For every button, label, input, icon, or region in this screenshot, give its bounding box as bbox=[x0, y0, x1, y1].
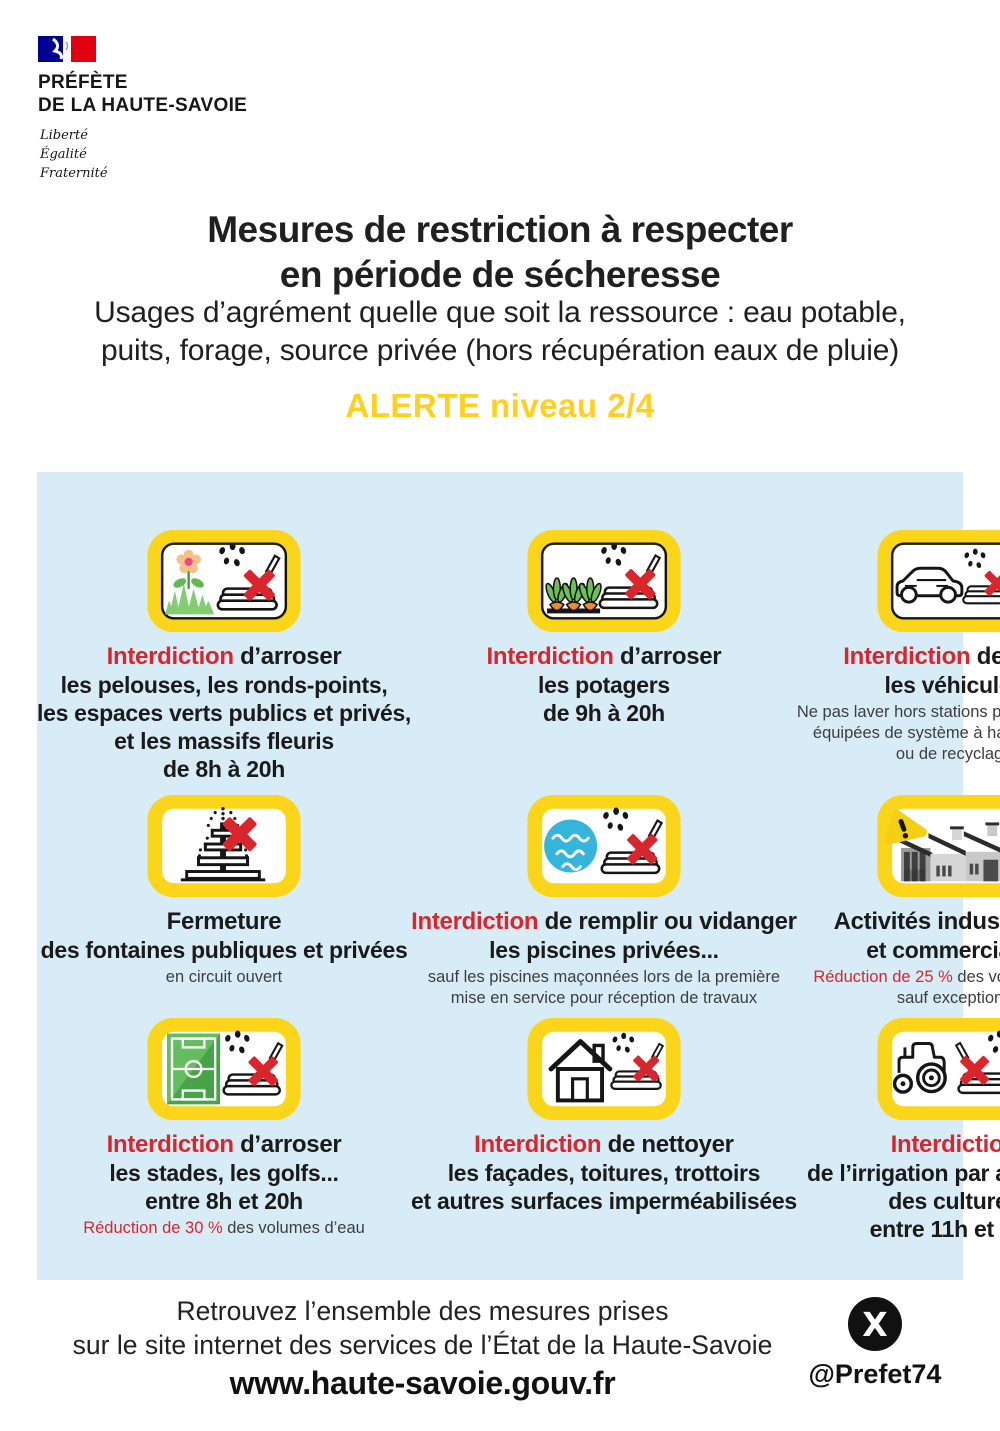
card-line: et commerciales bbox=[866, 937, 1000, 963]
footer-line2: sur le site internet des services de l’É… bbox=[72, 1330, 773, 1360]
x-twitter-icon[interactable]: X bbox=[847, 1296, 903, 1352]
footer-line1: Retrouvez l’ensemble des mesures prises bbox=[176, 1296, 669, 1326]
card-line: de l’irrigation par aspersion bbox=[807, 1160, 1000, 1186]
republic-motto: Liberté Égalité Fraternité bbox=[40, 128, 108, 181]
card-note: équipées de système à haute pression bbox=[812, 724, 1000, 742]
card-crop-irrigation-ban: Interdiction de l’irrigation par aspersi… bbox=[797, 1016, 1000, 1243]
card-line: les potagers bbox=[537, 672, 670, 698]
card-note: en circuit ouvert bbox=[165, 968, 283, 986]
interdiction-word: Interdiction bbox=[106, 1131, 234, 1158]
card-heading: Interdiction d’arroser bbox=[106, 1131, 342, 1158]
card-line: des fontaines publiques et privées bbox=[40, 937, 408, 963]
card-note: Ne pas laver hors stations professionnel… bbox=[796, 703, 1000, 721]
interdiction-word: Interdiction bbox=[474, 1131, 602, 1158]
x-handle[interactable]: @Prefet74 bbox=[808, 1359, 942, 1389]
vegetable-garden-watering-ban-icon bbox=[527, 529, 681, 633]
card-line: les espaces verts publics et privés, bbox=[37, 700, 412, 726]
interdiction-word: Interdiction bbox=[890, 1131, 1000, 1158]
interdiction-word: Interdiction bbox=[106, 643, 234, 670]
reduction-percentage: Réduction de 30 % bbox=[83, 1219, 223, 1237]
card-heading: Fermeture bbox=[166, 908, 282, 935]
vehicle-washing-ban-icon bbox=[877, 529, 1000, 633]
card-heading: Interdiction de remplir ou vidanger bbox=[411, 908, 797, 935]
card-note: ou de recyclage bbox=[895, 745, 1000, 763]
card-heading: Interdiction bbox=[891, 1131, 1000, 1159]
card-note: mise en service pour réception de travau… bbox=[450, 989, 758, 1007]
card-line: des cultures bbox=[888, 1188, 1000, 1214]
institution-line1: PRÉFÈTE bbox=[38, 72, 128, 93]
facade-cleaning-ban-icon bbox=[527, 1017, 681, 1121]
card-vehicle-washing-ban: Interdiction de laver les véhicules Ne p… bbox=[797, 528, 1000, 793]
prefecture-logo: PRÉFÈTE DE LA HAUTE-SAVOIE Liberté Égali… bbox=[38, 36, 247, 183]
card-facade-cleaning-ban: Interdiction de nettoyer les façades, to… bbox=[411, 1016, 797, 1243]
card-line: et autres surfaces imperméabilisées bbox=[411, 1188, 797, 1214]
card-lawn-watering-ban: Interdiction d’arroser les pelouses, les… bbox=[37, 528, 411, 793]
card-heading: Interdiction d’arroser bbox=[106, 643, 342, 670]
card-note: sauf exceptions bbox=[896, 989, 1000, 1007]
reduction-percentage: Réduction de 25 % bbox=[813, 968, 953, 986]
card-line: les piscines privées... bbox=[489, 937, 719, 963]
card-pool-filling-ban: Interdiction de remplir ou vidanger les … bbox=[411, 793, 797, 1016]
industrial-activities-warning-icon bbox=[877, 794, 1000, 898]
card-heading: Activités industrielles bbox=[833, 908, 1000, 935]
card-line: les véhicules bbox=[884, 672, 1000, 698]
card-line: les stades, les golfs... bbox=[109, 1160, 339, 1186]
card-line: et les massifs fleuris bbox=[114, 728, 334, 754]
card-heading: Interdiction d’arroser bbox=[486, 643, 722, 670]
svg-text:X: X bbox=[862, 1305, 887, 1344]
card-line: entre 11h et 18h bbox=[869, 1216, 1000, 1242]
institution-line2: DE LA HAUTE-SAVOIE bbox=[38, 95, 248, 116]
page-title: Mesures de restriction à respecter en pé… bbox=[207, 209, 793, 295]
fountain-closure-icon bbox=[147, 794, 301, 898]
interdiction-word: Interdiction bbox=[486, 643, 614, 670]
institution-name: PRÉFÈTE DE LA HAUTE-SAVOIE bbox=[38, 71, 247, 117]
card-industrial-activities: Activités industrielles et commerciales … bbox=[797, 793, 1000, 1016]
social-block: X @Prefet74 bbox=[795, 1296, 955, 1390]
card-heading: Interdiction de nettoyer bbox=[474, 1131, 734, 1158]
card-line: entre 8h et 20h bbox=[145, 1188, 303, 1214]
restrictions-grid: Interdiction d’arroser les pelouses, les… bbox=[37, 472, 1000, 1243]
crop-irrigation-ban-icon bbox=[877, 1017, 1000, 1121]
page-subtitle: Usages d’agrément quelle que soit la res… bbox=[94, 296, 906, 367]
card-stadium-watering-ban: Interdiction d’arroser les stades, les g… bbox=[37, 1016, 411, 1243]
card-note: Réduction de 25 % des volumes d’eau bbox=[813, 968, 1000, 986]
card-line: les façades, toitures, trottoirs bbox=[447, 1160, 761, 1186]
card-line: les pelouses, les ronds-points, bbox=[60, 672, 388, 698]
stadium-watering-ban-icon bbox=[147, 1017, 301, 1121]
french-flag-marianne-icon bbox=[38, 36, 96, 62]
card-note: sauf les piscines maçonnées lors de la p… bbox=[427, 968, 781, 986]
footer-info: Retrouvez l’ensemble des mesures prises … bbox=[0, 1294, 845, 1402]
card-heading: Interdiction de laver bbox=[843, 643, 1000, 670]
interdiction-word: Interdiction bbox=[843, 643, 971, 670]
card-vegetable-garden-ban: Interdiction d’arroser les potagers de 9… bbox=[411, 528, 797, 793]
website-link[interactable]: www.haute-savoie.gouv.fr bbox=[229, 1365, 616, 1401]
lawn-watering-ban-icon bbox=[147, 529, 301, 633]
card-line: de 8h à 20h bbox=[163, 756, 285, 782]
card-line: de 9h à 20h bbox=[542, 700, 665, 726]
interdiction-word: Interdiction bbox=[411, 908, 539, 935]
alert-level-label: ALERTE niveau 2/4 bbox=[345, 387, 655, 424]
pool-filling-ban-icon bbox=[527, 794, 681, 898]
card-fountain-closure: Fermeture des fontaines publiques et pri… bbox=[37, 793, 411, 1016]
restrictions-panel: Interdiction d’arroser les pelouses, les… bbox=[37, 472, 1000, 1280]
card-note: Réduction de 30 % des volumes d’eau bbox=[83, 1219, 365, 1237]
